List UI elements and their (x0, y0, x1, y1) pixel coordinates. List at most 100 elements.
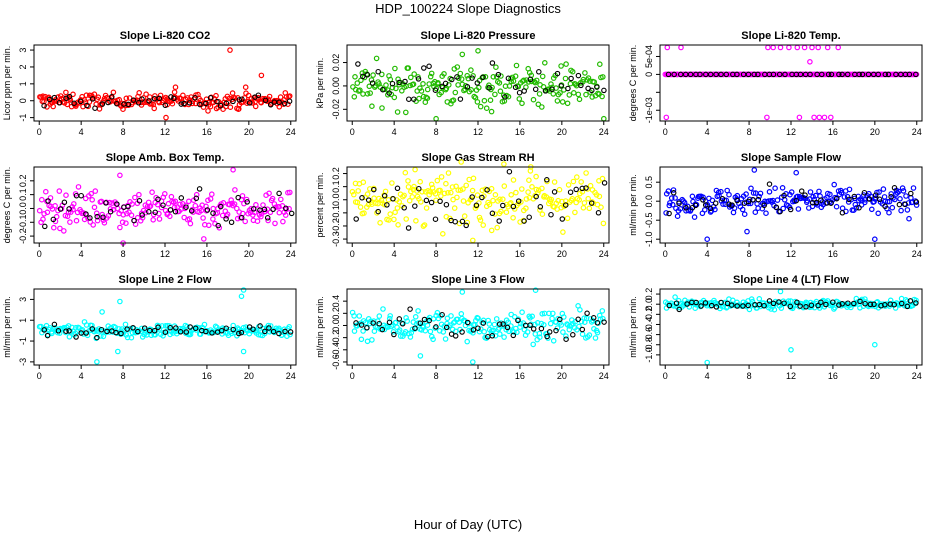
overlay-point (693, 299, 699, 306)
data-point (253, 202, 259, 208)
data-point (579, 189, 586, 195)
data-point (875, 210, 882, 217)
data-point (455, 187, 462, 193)
overlay-point (178, 101, 184, 107)
data-point (36, 207, 43, 214)
overlay-point (364, 324, 370, 331)
data-point (364, 91, 371, 97)
data-point (668, 195, 675, 201)
x-tick-label: 24 (286, 127, 296, 137)
data-point (452, 89, 459, 96)
overlay-point (386, 90, 392, 96)
overlay-point (575, 316, 581, 323)
data-point (538, 104, 545, 110)
overlay-point (562, 202, 569, 208)
data-point (44, 104, 50, 110)
data-point (490, 327, 497, 334)
data-point (147, 203, 154, 209)
data-point (573, 174, 580, 180)
data-point (853, 205, 860, 211)
y-axis-label: Licor ppm per min. (2, 46, 12, 121)
overlay-point (594, 320, 601, 326)
overlay-point (474, 80, 481, 86)
outlier-point (777, 44, 784, 51)
overlay-point (794, 299, 800, 306)
data-point (287, 331, 293, 338)
overlay-point (139, 212, 145, 218)
y-tick-label: -0.6 (331, 354, 341, 370)
data-point (387, 76, 394, 83)
data-point (448, 100, 454, 107)
data-point (392, 65, 398, 72)
overlay-point (830, 299, 836, 305)
data-point (539, 185, 545, 192)
overlay-point (898, 300, 905, 307)
overlay-point (407, 306, 413, 312)
overlay-point (867, 301, 874, 308)
data-point (880, 186, 887, 192)
outlier-point (488, 108, 495, 115)
overlay-point (50, 216, 57, 223)
data-point (477, 217, 484, 223)
overlay-point (151, 327, 158, 334)
data-point (449, 184, 456, 190)
overlay-point (506, 168, 513, 175)
overlay-point (542, 88, 549, 94)
data-point (267, 209, 274, 216)
overlay-point (369, 80, 376, 86)
data-point (559, 99, 566, 105)
overlay-point (288, 210, 295, 217)
overlay-point (750, 197, 756, 203)
data-point (105, 213, 112, 219)
y-tick-label: -1 (18, 337, 28, 345)
overlay-point (484, 187, 490, 193)
overlay-point (823, 301, 829, 308)
data-point (529, 184, 535, 190)
data-point (594, 201, 601, 208)
data-point (844, 193, 851, 200)
data-point (874, 189, 880, 196)
data-point (162, 322, 169, 329)
data-point (380, 306, 386, 312)
data-point (438, 89, 445, 96)
overlay-point (908, 190, 914, 197)
x-tick-label: 8 (434, 249, 439, 259)
overlay-point (459, 218, 466, 225)
panel-7: Slope Line 2 Flow ml/min per min. 0 4 8 12 16 2… (2, 274, 297, 381)
overlay-point (203, 100, 209, 107)
data-point (122, 321, 129, 328)
overlay-point (475, 325, 481, 331)
data-point (416, 95, 422, 102)
y-tick-label: -1 (18, 114, 28, 122)
data-point (570, 178, 577, 185)
data-point (507, 201, 513, 207)
overlay-point (505, 75, 512, 82)
overlay-point (803, 304, 809, 310)
overlay-point (46, 96, 53, 103)
data-point (750, 190, 757, 196)
y-tick-label: -0.3 (331, 231, 341, 247)
data-point (540, 321, 547, 328)
overlay-point (156, 95, 163, 102)
outlier-point (115, 348, 121, 355)
overlay-point (193, 195, 200, 202)
data-point (481, 97, 488, 104)
data-point (143, 91, 149, 98)
data-point (266, 93, 273, 100)
outlier-point (807, 58, 813, 65)
data-point (566, 92, 573, 98)
x-tick-label: 0 (350, 371, 355, 381)
data-point (548, 81, 554, 87)
data-point (505, 93, 512, 100)
overlay-point (818, 299, 824, 306)
overlay-point (728, 302, 735, 308)
x-tick-label: 24 (912, 371, 922, 381)
outlier-point (94, 359, 100, 365)
overlay-point (51, 321, 58, 328)
data-point (546, 310, 552, 317)
data-point (881, 194, 888, 200)
y-axis-label: ml/min per min. (628, 174, 638, 236)
overlay-point (267, 102, 274, 108)
overlay-point (118, 330, 124, 337)
